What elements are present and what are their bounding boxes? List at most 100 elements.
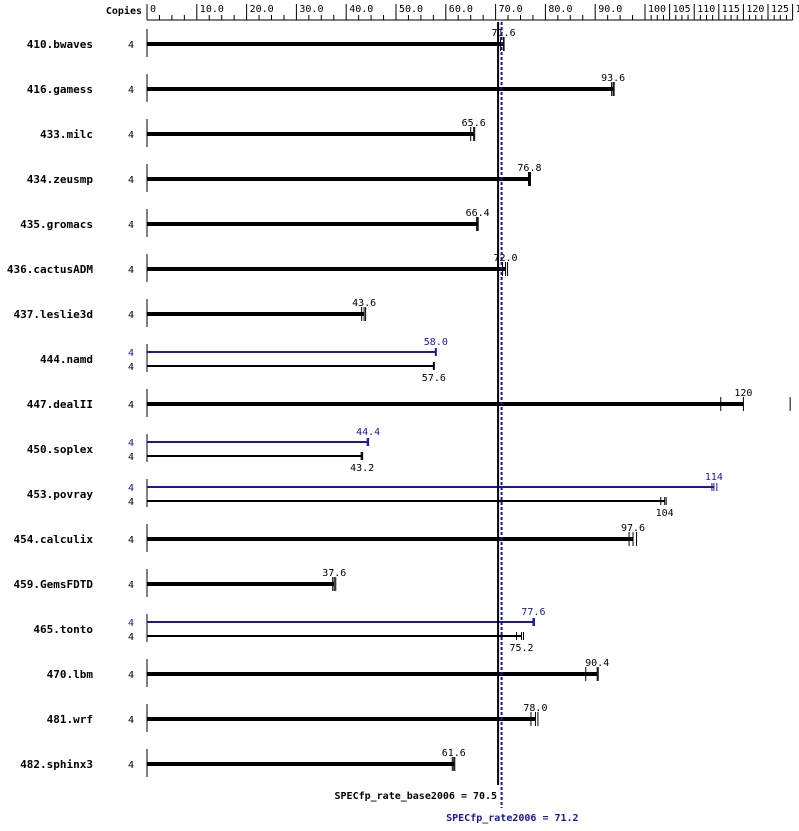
peak-copies-value: 4 [128, 438, 134, 449]
reference-lines: SPECfp_rate_base2006 = 70.5 SPECfp_rate20… [335, 22, 579, 824]
base-value-label: 37.6 [322, 568, 346, 579]
benchmark-label: 450.soplex [27, 443, 94, 456]
copies-value: 4 [128, 580, 134, 591]
base-value-label: 97.6 [621, 523, 645, 534]
benchmark-label: 434.zeusmp [27, 173, 94, 186]
x-tick-label: 0 [150, 4, 156, 15]
base-value-label: 76.8 [517, 163, 541, 174]
copies-value: 4 [128, 310, 134, 321]
benchmark-row: 453.povray 4 4 114 104 [27, 472, 723, 519]
base-value-label: 104 [656, 508, 674, 519]
x-tick-label: 90.0 [598, 4, 622, 15]
benchmark-label: 444.namd [40, 353, 93, 366]
benchmark-label: 470.lbm [47, 668, 94, 681]
peak-summary-label: SPECfp_rate2006 = 71.2 [446, 813, 578, 824]
x-tick-label: 50.0 [399, 4, 423, 15]
benchmark-row: 454.calculix 4 97.6 [14, 523, 645, 552]
peak-value-label: 44.4 [356, 427, 380, 438]
benchmark-label: 437.leslie3d [14, 308, 93, 321]
benchmark-row: 459.GemsFDTD 4 37.6 [14, 568, 346, 597]
base-value-label: 75.2 [509, 643, 533, 654]
x-tick-label: 120 [746, 4, 764, 15]
base-value-label: 72.0 [494, 253, 518, 264]
benchmark-label: 416.gamess [27, 83, 93, 96]
benchmark-label: 410.bwaves [27, 38, 93, 51]
base-value-label: 43.6 [352, 298, 376, 309]
x-tick-label: 80.0 [548, 4, 572, 15]
copies-value: 4 [128, 715, 134, 726]
benchmark-label: 465.tonto [33, 623, 93, 636]
base-value-label: 93.6 [601, 73, 625, 84]
copies-value: 4 [128, 40, 134, 51]
x-tick-label: 110 [697, 4, 715, 15]
benchmark-label: 459.GemsFDTD [14, 578, 94, 591]
benchmark-label: 436.cactusADM [7, 263, 93, 276]
copies-value: 4 [128, 535, 134, 546]
base-value-label: 65.6 [462, 118, 486, 129]
peak-copies-value: 4 [128, 483, 134, 494]
base-value-label: 66.4 [466, 208, 490, 219]
base-summary-label: SPECfp_rate_base2006 = 70.5 [335, 791, 498, 802]
copies-value: 4 [128, 760, 134, 771]
x-tick-label: 60.0 [449, 4, 473, 15]
benchmark-label: 482.sphinx3 [20, 758, 93, 771]
benchmark-label: 481.wrf [47, 713, 93, 726]
benchmark-row: 410.bwaves 4 71.6 [27, 28, 516, 57]
x-tick-label: 10.0 [200, 4, 224, 15]
base-value-label: 120 [734, 388, 752, 399]
copies-value: 4 [128, 175, 134, 186]
peak-value-label: 114 [705, 472, 723, 483]
x-tick-label: 30.0 [299, 4, 323, 15]
benchmark-row: 482.sphinx3 4 61.6 [20, 748, 466, 777]
benchmark-label: 454.calculix [14, 533, 94, 546]
benchmark-row: 481.wrf 4 78.0 [47, 703, 547, 732]
copies-value: 4 [128, 452, 134, 463]
benchmark-row: 450.soplex 4 4 44.4 43.2 [27, 427, 380, 474]
copies-value: 4 [128, 130, 134, 141]
benchmark-row: 435.gromacs 4 66.4 [20, 208, 490, 237]
copies-value: 4 [128, 85, 134, 96]
benchmark-row: 437.leslie3d 4 43.6 [14, 298, 376, 327]
benchmark-row: 447.dealII 4 120 [27, 388, 791, 417]
benchmark-row: 465.tonto 4 4 77.6 75.2 [33, 607, 545, 654]
copies-value: 4 [128, 670, 134, 681]
copies-value: 4 [128, 362, 134, 373]
base-value-label: 57.6 [422, 373, 446, 384]
x-axis: 0 10.0 20.0 30.0 40.0 50.0 60.0 70.0 80.0 90.0 100… [146, 4, 799, 21]
benchmark-row: 434.zeusmp 4 76.8 [27, 163, 542, 192]
benchmark-label: 435.gromacs [20, 218, 93, 231]
base-value-label: 43.2 [350, 463, 374, 474]
copies-value: 4 [128, 497, 134, 508]
copies-header: Copies [106, 5, 142, 17]
x-tick-label: 105 [673, 4, 691, 15]
x-tick-label: 40.0 [349, 4, 373, 15]
base-value-label: 61.6 [442, 748, 466, 759]
x-tick-label: 100 [648, 4, 666, 15]
x-tick-label: 20.0 [250, 4, 274, 15]
benchmark-row: 444.namd 4 4 58.0 57.6 [40, 337, 448, 384]
base-value-label: 71.6 [492, 28, 516, 39]
x-tick-label: 70.0 [499, 4, 523, 15]
copies-value: 4 [128, 265, 134, 276]
copies-value: 4 [128, 632, 134, 643]
x-tick-label: 125 [771, 4, 789, 15]
x-tick-label: 130 [796, 4, 799, 15]
benchmark-label: 433.milc [40, 128, 93, 141]
benchmark-row: 470.lbm 4 90.4 [47, 658, 609, 687]
peak-value-label: 77.6 [521, 607, 545, 618]
peak-copies-value: 4 [128, 618, 134, 629]
x-tick-label: 115 [722, 4, 740, 15]
base-value-label: 78.0 [523, 703, 547, 714]
copies-value: 4 [128, 400, 134, 411]
benchmark-row: 433.milc 4 65.6 [40, 118, 486, 147]
benchmark-label: 447.dealII [27, 398, 93, 411]
base-value-label: 90.4 [585, 658, 609, 669]
benchmark-row: 416.gamess 4 93.6 [27, 73, 625, 102]
benchmark-label: 453.povray [27, 488, 94, 501]
peak-copies-value: 4 [128, 348, 134, 359]
peak-value-label: 58.0 [424, 337, 448, 348]
copies-value: 4 [128, 220, 134, 231]
benchmark-row: 436.cactusADM 4 72.0 [7, 253, 518, 282]
